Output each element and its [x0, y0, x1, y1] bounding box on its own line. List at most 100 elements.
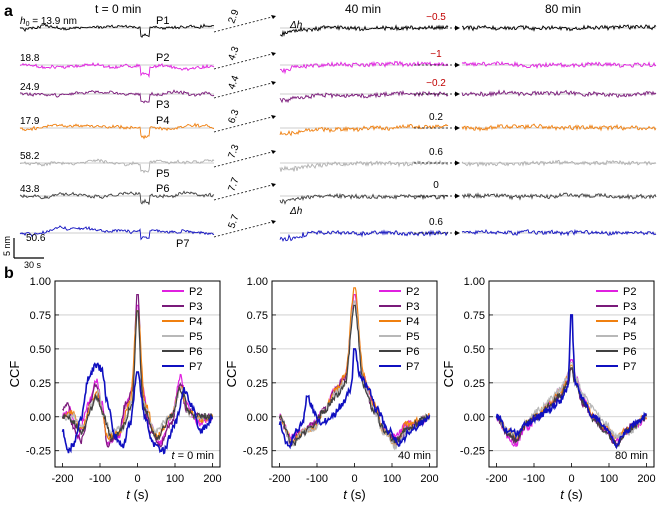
shift-arrowhead-2: [455, 25, 460, 31]
legend-entry: P4: [623, 316, 636, 328]
legend: P2 P3 P4 P5 P6 P7: [162, 286, 202, 373]
x-axis-label: t (s): [343, 487, 365, 502]
trace-line-p4: [461, 123, 657, 132]
trace-h0-label: 58.2: [20, 151, 40, 162]
shift2-label: 0.6: [429, 147, 443, 158]
y-tick-label: -0.25: [460, 446, 485, 458]
y-tick-label: -0.25: [243, 446, 268, 458]
panel-b: b -0.25 0.00 0.25 0.50 0.75 1.00 -200 -100 0 100 2…: [4, 265, 656, 502]
trace-line-p4: [19, 122, 215, 140]
panel-b-label: b: [4, 265, 14, 282]
y-tick-label: 0.00: [30, 412, 51, 424]
trace-name-label: P2: [156, 52, 169, 64]
series-line-p2: [61, 304, 214, 447]
shift-arrowhead-2: [455, 230, 460, 236]
trace-line-p6: [461, 192, 657, 201]
x-tick-label: 0: [351, 473, 357, 485]
trace-h0-label: 24.9: [20, 82, 40, 93]
y-tick-label: 0.25: [464, 378, 485, 390]
trace-line-p4: [279, 123, 449, 137]
shift2-label: −0.5: [426, 12, 446, 23]
trace-line-p1: [19, 23, 215, 38]
y-tick-label: 0.25: [30, 378, 51, 390]
y-tick-label: 0.00: [464, 412, 485, 424]
shift2-label: −1: [430, 49, 442, 60]
chart-annotation: t = 0 min: [172, 450, 215, 462]
shift1-label: 4.4: [226, 74, 241, 91]
shift-arrowhead-1: [271, 15, 276, 19]
shift-arrowhead-2: [455, 193, 460, 199]
legend-entry: P5: [406, 331, 419, 343]
legend-entry: P7: [623, 361, 636, 373]
x-tick-label: -200: [268, 473, 290, 485]
shift-arrow-1: [213, 220, 277, 238]
legend-entry: P7: [189, 361, 202, 373]
series-line-p5: [495, 361, 648, 441]
series-group: [278, 287, 431, 451]
legend-entry: P6: [189, 346, 202, 358]
time-label-40: 40 min: [345, 2, 381, 16]
legend-entry: P6: [623, 346, 636, 358]
trace-line-p5: [19, 158, 215, 174]
trace-name-label: P4: [156, 115, 169, 127]
y-tick-label: 0.50: [464, 344, 485, 356]
shift2-label: 0.6: [429, 217, 443, 228]
legend-entry: P5: [623, 331, 636, 343]
series-group: [495, 314, 648, 450]
y-tick-label: 0.75: [247, 310, 268, 322]
scale-bar-y-label: 5 nm: [2, 236, 12, 256]
time-label-80: 80 min: [545, 2, 581, 16]
trace-h0-label: 43.8: [20, 184, 40, 195]
y-tick-label: 1.00: [30, 276, 51, 288]
panel-a: a t = 0 min 40 min 80 min P1 h0 = 13.9 nm…: [2, 2, 657, 270]
ccf-chart-40min: -0.25 0.00 0.25 0.50 0.75 1.00 -200 -100 0 100 200…: [224, 276, 439, 502]
shift-arrow-1: [213, 183, 277, 201]
trace-h0-label: 50.6: [26, 233, 46, 244]
trace-group: P1 h0 = 13.9 nm 2.9 −0.5 P2 18.8 4.3 −1 P3 24.9 4.…: [19, 8, 657, 250]
y-tick-label: 0.00: [247, 412, 268, 424]
y-tick-label: 1.00: [247, 276, 268, 288]
legend-entry: P3: [406, 301, 419, 313]
series-line-p6: [61, 310, 214, 441]
legend-entry: P3: [623, 301, 636, 313]
trace-name-label: P3: [156, 99, 169, 111]
shift-arrowhead-1: [271, 52, 276, 56]
x-axis-label: t (s): [126, 487, 148, 502]
x-tick-label: -100: [523, 473, 545, 485]
shift1-label: 2.9: [226, 8, 241, 25]
legend-entry: P2: [189, 286, 202, 298]
shift-arrowhead-2: [455, 91, 460, 97]
shift1-label: 6.3: [226, 108, 241, 125]
trace-line-p1: [462, 24, 657, 32]
series-line-p7: [495, 314, 647, 450]
legend-entry: P5: [189, 331, 202, 343]
scale-bar-x-label: 30 s: [24, 260, 42, 270]
ccf-chart-80min: -0.25 0.00 0.25 0.50 0.75 1.00 -200 -100 0 100 200…: [441, 276, 656, 502]
x-tick-label: 100: [383, 473, 401, 485]
trace-line-p7: [461, 228, 657, 237]
series-line-p4: [496, 364, 648, 441]
shift2-label: −0.2: [426, 78, 446, 89]
x-tick-label: -200: [51, 473, 73, 485]
x-tick-label: -100: [89, 473, 111, 485]
y-axis-label: CCF: [7, 361, 22, 388]
delta-h-label-top: Δh: [289, 20, 303, 31]
legend: P2 P3 P4 P5 P6 P7: [379, 286, 419, 373]
shift-arrow-1: [213, 15, 277, 33]
legend: P2 P3 P4 P5 P6 P7: [596, 286, 636, 373]
x-tick-label: 0: [568, 473, 574, 485]
trace-line-p2: [461, 60, 657, 69]
shift-arrowhead-1: [271, 115, 276, 119]
shift-arrowhead-1: [271, 220, 276, 224]
series-line-p6: [278, 304, 431, 447]
y-tick-label: 1.00: [464, 276, 485, 288]
shift-arrowhead-1: [271, 81, 276, 85]
trace-h0-label: 17.9: [20, 116, 40, 127]
y-axis-label: CCF: [441, 361, 456, 388]
x-tick-label: 0: [134, 473, 140, 485]
ccf-chart-0min: -0.25 0.00 0.25 0.50 0.75 1.00 -200 -100 0 100 200…: [7, 276, 222, 502]
panel-a-label: a: [4, 3, 13, 20]
trace-line-p5: [461, 159, 657, 168]
x-tick-label: -100: [306, 473, 328, 485]
legend-entry: P3: [189, 301, 202, 313]
